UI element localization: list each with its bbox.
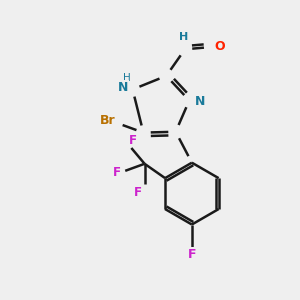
Text: F: F — [112, 166, 120, 179]
Text: F: F — [134, 186, 142, 199]
Text: N: N — [118, 82, 128, 94]
Text: O: O — [215, 40, 225, 53]
Text: N: N — [195, 95, 206, 108]
Text: H: H — [123, 73, 131, 83]
Text: H: H — [179, 32, 188, 42]
Text: Br: Br — [100, 114, 115, 127]
Text: F: F — [129, 134, 137, 146]
Text: F: F — [188, 248, 196, 261]
